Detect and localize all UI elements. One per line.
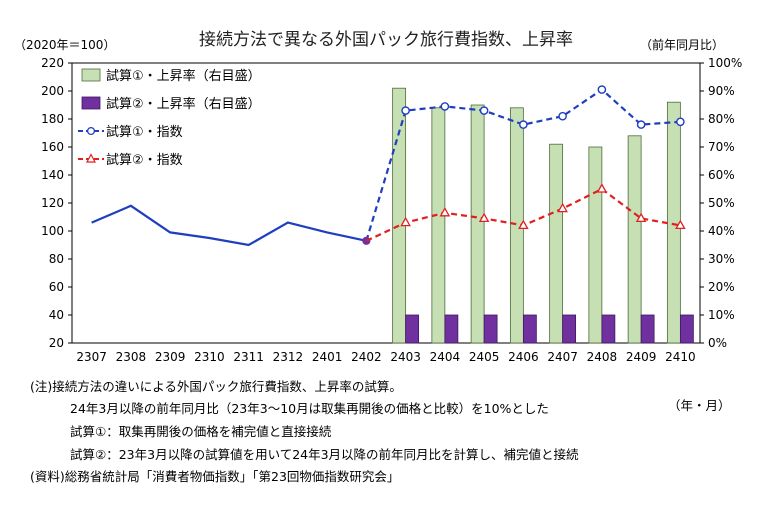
x-tick-label: 2307 [76,350,107,364]
bar-series2 [640,314,655,344]
line2-point [518,219,529,230]
x-tick-label: 2406 [508,350,539,364]
legend-marker [86,126,96,136]
bar-series2 [483,314,498,344]
line1-point [440,102,450,111]
note-line-4: 試算②：23年3月以降の試算値を用いて24年3月以降の前年同月比を計算し、補完値… [70,447,579,462]
line1-point [401,106,410,115]
line2-point [557,202,568,213]
bar-series2 [679,314,694,344]
y-left-tick-label: 220 [41,56,64,70]
y-left-tick-label: 180 [41,112,64,126]
y-left-tick-label: 200 [41,84,64,98]
line2-point [478,212,490,223]
line-solid-segment [91,204,367,247]
y-left-tick-label: 160 [41,140,64,154]
y-left-tick-label: 20 [49,336,64,350]
legend-swatch [81,96,101,110]
bar-series1 [627,135,642,344]
line1-point [479,106,489,115]
line-series [91,85,686,247]
line1-point [636,120,646,129]
x-tick-label: 2311 [233,350,264,364]
line2-point [675,219,686,230]
line1-point [676,117,685,127]
chart-title: 接続方法で異なる外国パック旅行費指数、上昇率 [199,30,573,50]
x-tick-label: 2408 [587,350,618,364]
bar-series1 [588,146,603,344]
note-line-2: 24年3月以降の前年同月比（23年3～10月は取集再開後の価格と比較）を10%と… [70,401,549,416]
note-line-3: 試算①：取集再開後の価格を補完値と直接接続 [70,424,332,439]
line2-point [596,183,608,193]
y-right-tick-label: 30% [708,252,735,266]
line1-point [519,120,528,129]
bar-series1 [549,143,564,344]
x-tick-label: 2403 [390,350,421,364]
legend-swatch [81,68,101,82]
bar-series1 [470,104,485,344]
left-axis-unit: （2020年＝100） [14,38,115,52]
line2-point [635,212,647,223]
y-right-tick-label: 100% [708,56,742,70]
y-right-tick-label: 40% [708,224,735,238]
legend-label: 試算①・指数 [106,124,183,140]
x-tick-label: 2409 [626,350,657,364]
legend-marker [86,153,96,163]
bar-series2 [601,314,616,344]
x-tick-label: 2310 [194,350,225,364]
legend-label: 試算②・上昇率（右目盛） [106,96,261,112]
bar-series1 [431,107,446,344]
x-tick-label: 2401 [312,350,343,364]
y-right-tick-label: 60% [708,168,735,182]
line2-point [400,216,411,227]
chart-canvas: 接続方法で異なる外国パック旅行費指数、上昇率 （2020年＝100） （前年同月… [14,30,742,364]
bar-series1 [392,87,407,344]
line1-point [597,85,607,94]
x-tick-label: 2405 [469,350,500,364]
note-line-5: (資料)総務省統計局「消費者物価指数」「第23回物価指数研究会」 [30,469,400,484]
y-left-tick-label: 80 [49,252,64,266]
legend-label: 試算②・指数 [106,152,183,168]
right-axis-unit: （前年同月比） [640,37,724,52]
y-right-tick-label: 0% [708,336,727,350]
bar-series2 [444,314,459,344]
x-tick-label: 2410 [665,350,696,364]
y-left-tick-label: 40 [49,308,64,322]
x-axis-unit: （年・月） [668,398,731,413]
axes: 20 40 60 80 100 120 140 160 180 200 220 0% 10% 20% 30%… [41,56,742,364]
x-tick-label: 2404 [430,350,461,364]
bar-series2 [405,314,420,344]
y-right-tick-label: 90% [708,84,735,98]
y-left-tick-label: 120 [41,196,64,210]
y-right-tick-label: 10% [708,308,735,322]
x-tick-label: 2308 [116,350,147,364]
x-tick-label: 2402 [351,350,382,364]
bar-series [392,87,694,344]
legend-label: 試算①・上昇率（右目盛） [106,68,261,84]
y-left-tick-label: 60 [49,280,64,294]
y-right-tick-label: 50% [708,196,735,210]
line2-point [439,206,451,217]
x-tick-label: 2312 [273,350,304,364]
bar-series1 [666,101,681,344]
y-left-tick-label: 140 [41,168,64,182]
note-line-1: (注)接続方法の違いによる外国パック旅行費指数、上昇率の試算。 [30,379,402,394]
y-left-tick-label: 100 [41,224,64,238]
y-right-tick-label: 70% [708,140,735,154]
line1-point [558,111,567,121]
x-tick-label: 2309 [155,350,186,364]
bar-series2 [522,314,537,344]
x-tick-label: 2407 [547,350,578,364]
y-right-tick-label: 20% [708,280,735,294]
y-right-tick-label: 80% [708,112,735,126]
bar-series2 [562,314,577,344]
